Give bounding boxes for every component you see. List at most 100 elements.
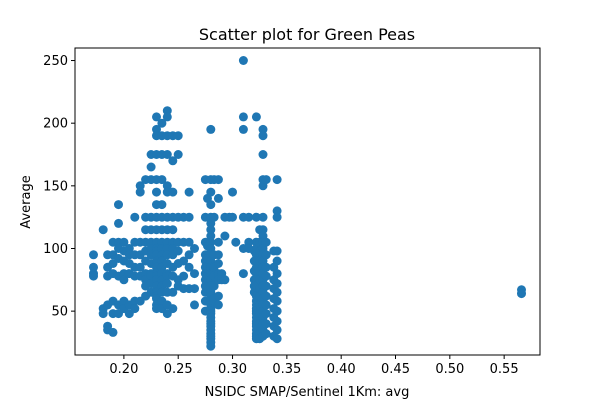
data-point [168, 187, 178, 197]
data-point [114, 200, 123, 210]
data-point [213, 259, 223, 268]
data-point [89, 262, 98, 272]
data-point [272, 256, 282, 266]
data-point [119, 275, 129, 285]
data-point [244, 237, 254, 247]
x-axis-ticks: 0.20 0.25 0.30 0.35 0.40 0.45 0.50 0.55 [109, 355, 519, 377]
x-tick-label: 0.25 [164, 362, 193, 377]
x-tick-label: 0.45 [381, 362, 410, 377]
data-point [184, 262, 194, 272]
data-point [258, 150, 268, 159]
data-point [190, 269, 199, 279]
data-point [209, 281, 219, 291]
data-point [258, 212, 268, 222]
data-point [130, 304, 140, 314]
y-tick-label: 250 [43, 54, 68, 69]
data-point [135, 187, 145, 197]
data-point [272, 175, 282, 185]
data-point [261, 175, 271, 185]
data-point [184, 237, 194, 247]
data-point [517, 289, 526, 299]
data-point [238, 56, 248, 65]
data-point [162, 150, 172, 159]
data-point [157, 200, 167, 210]
data-point [98, 309, 108, 319]
data-point [152, 112, 161, 122]
data-point [213, 193, 223, 203]
data-point [251, 212, 261, 222]
data-point [261, 291, 271, 301]
data-point [272, 325, 282, 335]
plot-frame [74, 47, 541, 356]
data-point [272, 334, 282, 344]
data-point [206, 200, 216, 210]
data-point [124, 244, 134, 253]
data-point [238, 269, 248, 279]
data-point [89, 271, 98, 281]
data-point [190, 244, 199, 253]
data-point [173, 131, 183, 141]
data-point [184, 212, 194, 222]
x-tick-label: 0.20 [109, 362, 138, 377]
data-point [114, 218, 123, 228]
data-point [162, 279, 172, 289]
data-point [184, 187, 194, 197]
data-point [238, 124, 248, 134]
data-point [206, 237, 216, 247]
data-point [173, 246, 183, 256]
data-point [184, 250, 194, 260]
data-point [168, 304, 178, 314]
x-tick-label: 0.40 [327, 362, 356, 377]
data-point [119, 237, 129, 247]
data-point [209, 212, 219, 222]
data-point [213, 291, 223, 301]
data-point [135, 181, 145, 191]
y-axis-label: Average [19, 175, 34, 228]
data-point [162, 106, 172, 116]
data-point [272, 306, 282, 316]
data-point [152, 124, 161, 134]
x-tick-label: 0.55 [490, 362, 519, 377]
data-point [261, 300, 271, 310]
data-point [238, 112, 248, 122]
data-points [89, 56, 526, 351]
data-point [244, 212, 254, 222]
data-point [231, 237, 241, 247]
data-point [130, 212, 140, 222]
data-point [108, 327, 118, 337]
data-point [213, 237, 223, 247]
data-point [168, 156, 178, 166]
data-point [261, 281, 271, 291]
x-axis-label: NSIDC SMAP/Sentinel 1Km: avg [205, 385, 410, 400]
data-point [261, 309, 271, 319]
data-point [272, 269, 282, 279]
data-point [213, 175, 223, 185]
data-point [258, 131, 268, 141]
data-point [173, 150, 183, 159]
data-point [272, 246, 282, 256]
data-point [162, 112, 172, 122]
data-point [168, 287, 178, 297]
data-point [135, 262, 145, 272]
x-tick-label: 0.30 [218, 362, 247, 377]
data-point [157, 175, 167, 185]
data-point [272, 206, 282, 216]
data-point [272, 287, 282, 297]
data-point [258, 124, 268, 134]
data-point [213, 300, 223, 310]
data-point [206, 341, 216, 351]
data-point [206, 231, 216, 241]
x-tick-label: 0.35 [272, 362, 301, 377]
data-point [272, 279, 282, 289]
y-axis-ticks: 50 100 150 200 250 [43, 54, 75, 320]
data-point [261, 250, 271, 260]
data-point [228, 187, 237, 197]
data-point [162, 181, 172, 191]
data-point [98, 225, 108, 235]
data-point [261, 237, 271, 247]
chart-title: Scatter plot for Green Peas [199, 25, 415, 44]
data-point [251, 112, 261, 122]
data-point [206, 187, 216, 197]
